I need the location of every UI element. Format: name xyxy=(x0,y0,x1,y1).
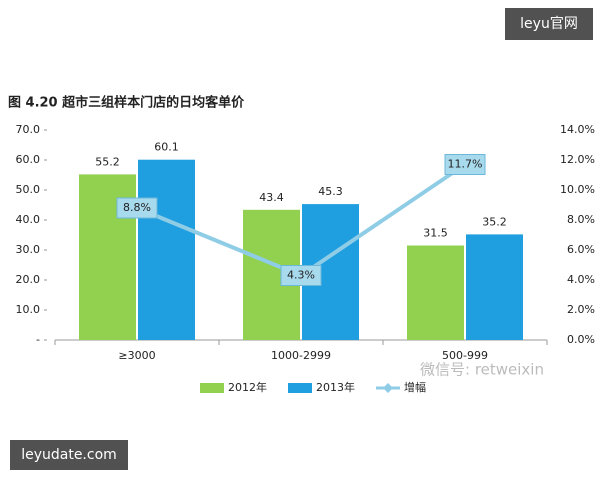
y2-tick-label: 4.0% xyxy=(567,273,595,286)
watermark-box xyxy=(505,8,593,40)
y-tick-label: 20.0 xyxy=(16,273,41,286)
y-tick-label: 30.0 xyxy=(16,243,41,256)
watermark-box xyxy=(10,440,128,470)
bar xyxy=(407,245,464,340)
bar xyxy=(466,234,523,340)
y2-tick-label: 12.0% xyxy=(560,153,595,166)
legend-swatch xyxy=(200,383,224,393)
y2-tick-label: 0.0% xyxy=(567,333,595,346)
bar xyxy=(138,159,195,340)
bar-value-label: 45.3 xyxy=(318,185,343,198)
y-tick-label: 40.0 xyxy=(16,213,41,226)
line-value-label: 8.8% xyxy=(123,201,151,214)
wechat-watermark: 微信号: retweixin xyxy=(420,361,544,379)
y2-tick-label: 6.0% xyxy=(567,243,595,256)
line-value-label: 4.3% xyxy=(287,269,315,282)
y2-tick-label: 10.0% xyxy=(560,183,595,196)
y2-tick-label: 8.0% xyxy=(567,213,595,226)
x-tick-label: 1000-2999 xyxy=(271,349,331,362)
line-label-box xyxy=(444,154,486,175)
bar-value-label: 35.2 xyxy=(482,215,507,228)
y-tick-label: 50.0 xyxy=(16,183,41,196)
y-tick-label: - xyxy=(36,333,40,346)
line-label-box xyxy=(116,197,158,219)
bar-value-label: 55.2 xyxy=(95,155,120,168)
legend-label: 增幅 xyxy=(404,380,426,394)
y-tick-label: 60.0 xyxy=(16,153,41,166)
watermark-text: leyu官网 xyxy=(520,16,578,32)
y2-tick-label: 14.0% xyxy=(560,123,595,136)
bar-value-label: 43.4 xyxy=(259,191,284,204)
watermark-text: leyudate.com xyxy=(21,447,117,463)
y-tick-label: 10.0 xyxy=(16,303,41,316)
y-tick-label: 70.0 xyxy=(16,123,41,136)
bar-value-label: 31.5 xyxy=(423,227,448,240)
line-value-label: 11.7% xyxy=(448,158,483,171)
line-label-box xyxy=(280,265,322,286)
y2-tick-label: 2.0% xyxy=(567,303,595,316)
legend-swatch xyxy=(288,383,312,393)
chart-title: 图 4.20 超市三组样本门店的日均客单价 xyxy=(8,95,245,111)
legend-marker xyxy=(383,383,393,393)
legend-label: 2013年 xyxy=(316,380,355,394)
legend-label: 2012年 xyxy=(228,380,267,394)
bar-value-label: 60.1 xyxy=(154,141,179,154)
x-tick-label: ≥3000 xyxy=(118,349,155,362)
x-tick-label: 500-999 xyxy=(442,349,488,362)
